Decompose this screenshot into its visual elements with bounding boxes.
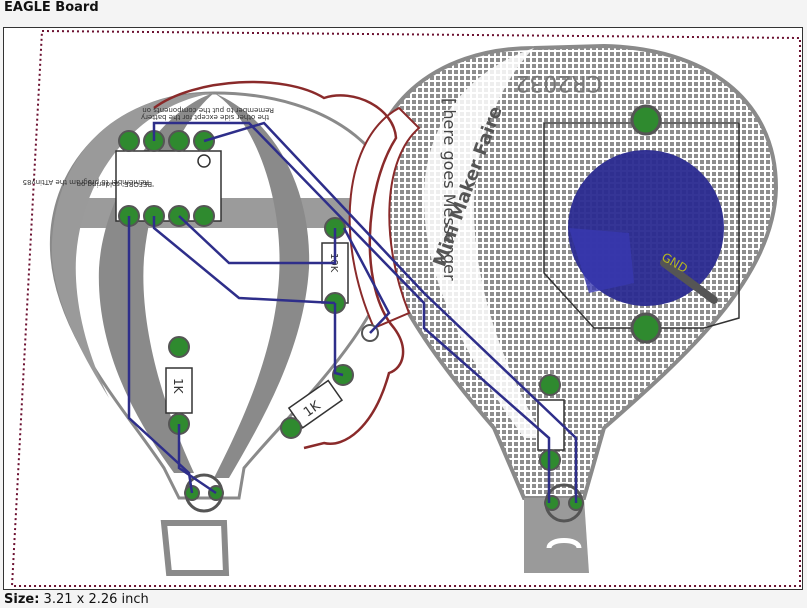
silk-attiny-note-2: 'BEFORE' soldering on xyxy=(77,180,154,188)
board-dimension-frame xyxy=(10,29,801,587)
attiny-pad-1[interactable] xyxy=(118,130,140,152)
silk-top-note-1: Remember to put the components on xyxy=(142,106,274,114)
attiny-pad-8[interactable] xyxy=(193,205,215,227)
resistor-right[interactable] xyxy=(537,399,565,451)
board-canvas[interactable]: CR2032 GND [ here goes Messenger Mini Ma… xyxy=(3,27,803,590)
battery-pad-bottom[interactable] xyxy=(630,312,662,344)
resistor-1k-left[interactable] xyxy=(165,367,193,414)
board-drawing[interactable]: CR2032 GND [ here goes Messenger Mini Ma… xyxy=(4,28,802,589)
size-value: 3.21 x 2.26 inch xyxy=(43,592,149,607)
right-balloon xyxy=(366,43,779,573)
battery-pad-top[interactable] xyxy=(630,104,662,136)
left-balloon xyxy=(49,91,402,576)
silk-r-1k: 1K xyxy=(171,378,185,395)
r-right-pad-a[interactable] xyxy=(539,374,561,396)
silk-cr2032: CR2032 xyxy=(515,70,602,95)
window-title: EAGLE Board xyxy=(4,0,99,15)
resistor-1k-diagonal[interactable] xyxy=(287,379,344,429)
size-label: Size: xyxy=(4,592,40,607)
board-outline xyxy=(153,80,405,450)
silk-attiny-note-1: Remember to program the ATtiny85 xyxy=(23,178,149,186)
r1k-diag-pad-a[interactable] xyxy=(280,417,302,439)
silk-top-note-2: the other side except for the battery xyxy=(141,113,269,121)
r1k-left-pad-a[interactable] xyxy=(168,336,190,358)
attiny-pad-3[interactable] xyxy=(168,130,190,152)
led-right-pad-a[interactable] xyxy=(544,495,560,511)
status-bar: Size: 3.21 x 2.26 inch xyxy=(4,592,149,608)
silk-messenger: [ here goes Messenger xyxy=(440,98,459,281)
traces xyxy=(127,121,578,503)
battery-holder-outline xyxy=(543,122,740,329)
